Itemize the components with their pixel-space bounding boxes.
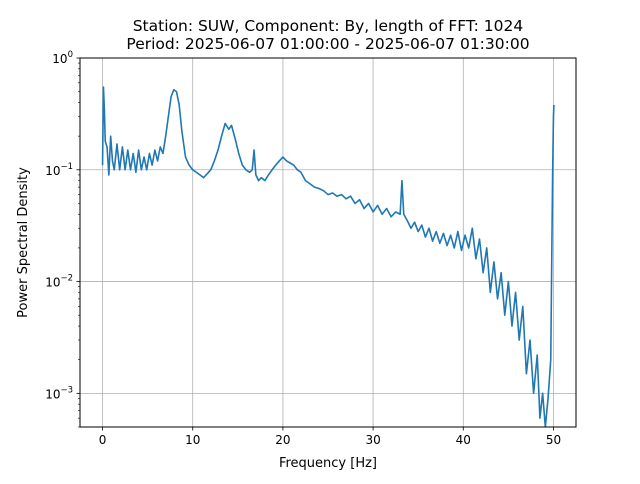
x-tick-label: 10 (185, 433, 200, 447)
psd-line (101, 86, 555, 427)
y-tick-label: 100 (52, 50, 73, 66)
y-tick-label: 10−3 (45, 385, 73, 401)
x-axis-label: Frequency [Hz] (279, 456, 377, 471)
chart-title-line1: Station: SUW, Component: By, length of F… (133, 17, 524, 35)
x-axis: 0 10 20 30 40 50 (99, 427, 561, 447)
x-tick-label: 30 (365, 433, 380, 447)
y-axis: 10−3 10−2 10−1 100 (45, 50, 80, 428)
x-tick-label: 0 (99, 433, 107, 447)
data-layer (101, 86, 555, 427)
chart-title-line2: Period: 2025-06-07 01:00:00 - 2025-06-07… (126, 35, 529, 53)
plot-frame (79, 57, 577, 428)
y-axis-label: Power Spectral Density (16, 167, 31, 318)
x-tick-label: 40 (456, 433, 471, 447)
y-tick-label: 10−2 (45, 274, 73, 290)
x-tick-label: 50 (546, 433, 561, 447)
y-tick-label: 10−1 (45, 162, 73, 178)
x-tick-label: 20 (275, 433, 290, 447)
